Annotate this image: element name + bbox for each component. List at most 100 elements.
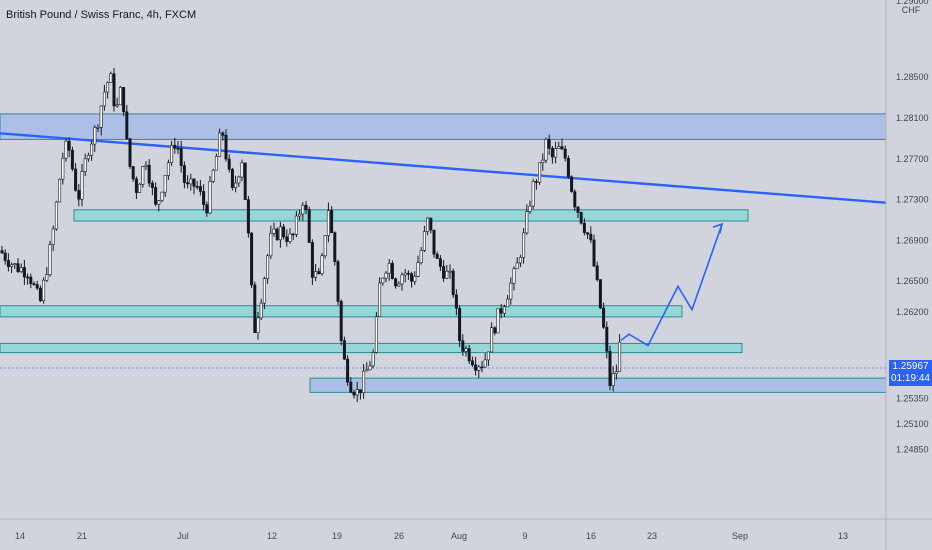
candle-body xyxy=(323,235,327,257)
candle-body xyxy=(186,182,190,185)
candle-body xyxy=(102,91,106,107)
candle-body xyxy=(179,148,183,166)
candle-body xyxy=(528,205,532,212)
current-price-badge: 1.25967 01:19:44 xyxy=(889,360,932,386)
candle-body xyxy=(243,162,247,200)
candle-body xyxy=(106,82,110,93)
projection-arrowhead xyxy=(712,222,724,234)
candle-body xyxy=(19,267,23,272)
candle-body xyxy=(131,166,135,180)
candle-body xyxy=(157,200,161,205)
candle-body xyxy=(339,301,343,341)
candle-body xyxy=(16,263,20,272)
projection-layer xyxy=(620,222,724,347)
candle-body xyxy=(445,270,449,279)
candle-body xyxy=(499,308,503,314)
candle-body xyxy=(374,316,378,353)
price-tick-label: 1.26900 xyxy=(896,235,929,245)
candle-body xyxy=(435,253,439,259)
candle-body xyxy=(173,144,177,149)
candle-body xyxy=(419,250,423,264)
candle-body xyxy=(592,239,596,267)
candle-body xyxy=(579,212,583,224)
candle-body xyxy=(595,265,599,280)
candle-body xyxy=(378,282,382,318)
candle-body xyxy=(218,132,222,157)
candle-body xyxy=(246,199,250,234)
candle-body xyxy=(166,162,170,176)
time-tick-label: 23 xyxy=(647,531,657,541)
candle-body xyxy=(458,307,462,342)
candle-body xyxy=(278,226,282,241)
time-tick-label: Aug xyxy=(451,531,467,541)
candle-body xyxy=(538,162,542,183)
candle-body xyxy=(611,373,615,386)
candle-body xyxy=(115,104,119,107)
candle-body xyxy=(346,358,350,383)
candle-body xyxy=(467,348,471,362)
candle-body xyxy=(77,190,81,200)
candle-body xyxy=(426,217,430,232)
candle-body xyxy=(400,274,404,285)
candle-body xyxy=(541,159,545,163)
candle-body xyxy=(333,232,337,262)
candle-body xyxy=(134,178,138,193)
candle-body xyxy=(614,371,618,374)
candle-body xyxy=(221,132,225,136)
candle-body xyxy=(109,73,113,83)
candle-body xyxy=(506,298,510,308)
zone-rect xyxy=(73,209,749,222)
candle-body xyxy=(522,232,526,258)
trendline xyxy=(0,132,887,204)
projection-path xyxy=(620,223,723,347)
candle-body xyxy=(301,204,305,215)
price-tick-label: 1.24850 xyxy=(896,445,929,455)
candle-body xyxy=(122,87,126,113)
zones-layer xyxy=(0,113,887,393)
candle-body xyxy=(483,359,487,368)
candle-body xyxy=(234,182,238,188)
candle-body xyxy=(54,201,58,230)
candle-body xyxy=(275,228,279,241)
candle-body xyxy=(474,364,478,371)
candle-body xyxy=(163,175,167,193)
candle-body xyxy=(250,232,254,286)
candle-body xyxy=(394,278,398,287)
trendline-layer xyxy=(0,132,887,369)
candle-body xyxy=(557,146,561,149)
candle-body xyxy=(259,302,263,319)
candle-body xyxy=(61,157,65,180)
candle-body xyxy=(253,284,257,333)
price-tick-label: 1.28500 xyxy=(896,72,929,82)
candle-body xyxy=(317,271,321,275)
candle-body xyxy=(93,127,97,145)
candle-body xyxy=(355,389,359,396)
candle-body xyxy=(586,232,590,235)
candle-body xyxy=(381,277,385,284)
candle-body xyxy=(198,186,202,192)
quote-currency-label: CHF xyxy=(890,5,932,16)
candle-body xyxy=(224,135,228,160)
candle-body xyxy=(96,127,100,129)
candle-body xyxy=(147,164,151,184)
candle-body xyxy=(208,181,212,214)
candle-body xyxy=(214,156,218,171)
candle-body xyxy=(3,252,7,261)
candle-body xyxy=(403,272,407,276)
candle-body xyxy=(227,158,231,170)
current-price: 1.25967 xyxy=(892,361,929,372)
candle-body xyxy=(13,263,17,266)
candle-body xyxy=(490,327,494,353)
candle-body xyxy=(314,271,318,278)
candle-body xyxy=(90,143,94,156)
candle-body xyxy=(387,263,391,274)
zone-rect xyxy=(0,342,743,354)
candle-body xyxy=(112,73,116,107)
candle-body xyxy=(410,273,414,282)
price-tick-label: 1.25350 xyxy=(896,394,929,404)
candle-body xyxy=(288,233,292,242)
price-tick-label: 1.29000 xyxy=(896,0,929,6)
